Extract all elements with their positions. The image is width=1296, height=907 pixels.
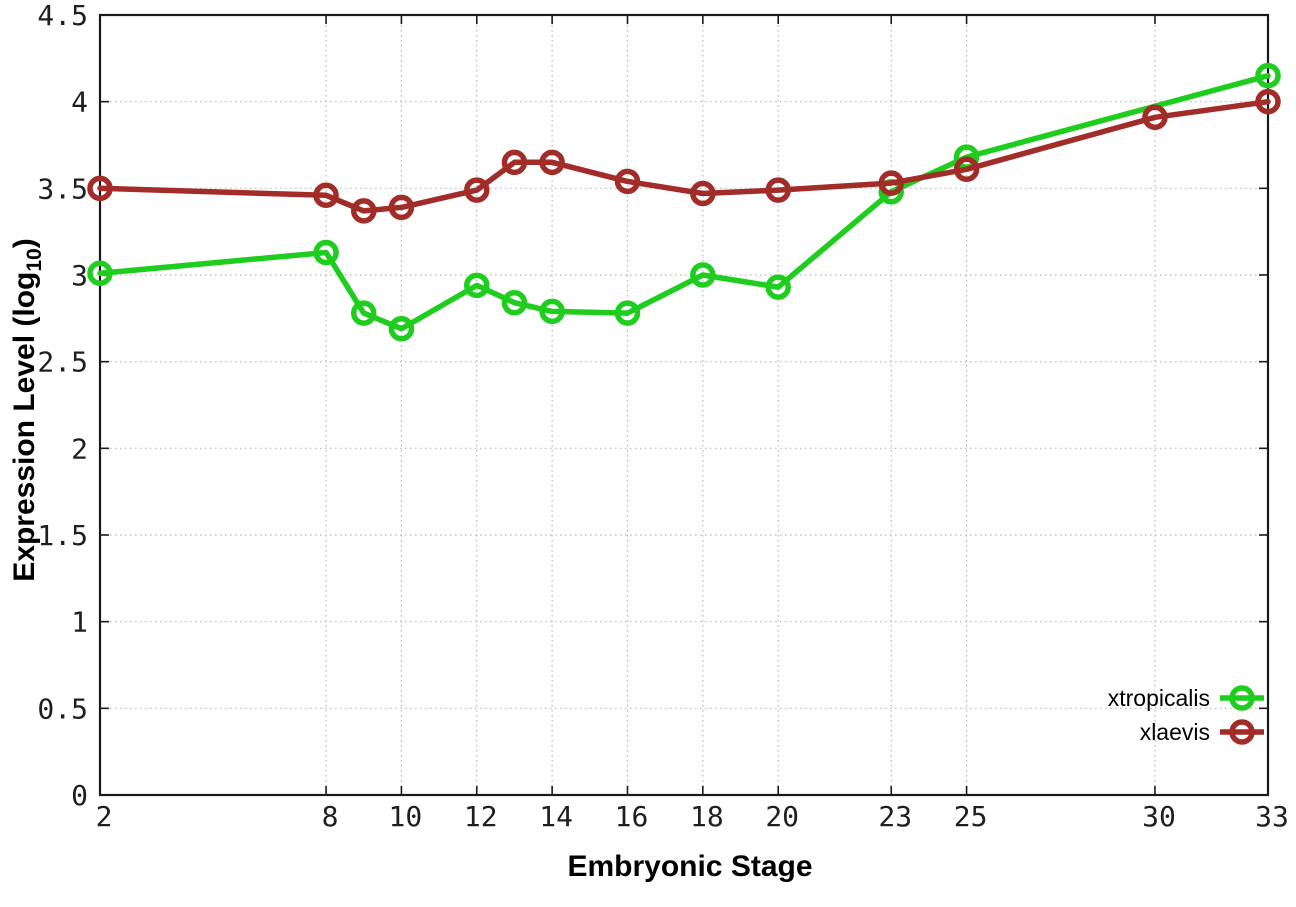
- x-tick-label: 30: [1142, 800, 1176, 833]
- y-axis-label-text: Expression Level (log: [8, 271, 41, 582]
- data-point-marker-xlaevis: [350, 198, 377, 224]
- x-tick-label: 20: [765, 800, 799, 833]
- data-point-marker-xlaevis: [1142, 104, 1168, 131]
- plot-border: [98, 13, 1270, 797]
- data-point-marker-xtropicalis: [539, 298, 565, 325]
- data-point-marker-xlaevis: [614, 168, 641, 195]
- legend-marker-xtropicalis: [1229, 685, 1255, 711]
- data-point-marker-xtropicalis: [87, 260, 113, 287]
- data-point-marker-xlaevis: [765, 177, 791, 203]
- data-point-marker-xlaevis: [1255, 88, 1281, 115]
- data-point-marker-xlaevis: [87, 175, 113, 202]
- x-tick-label: 33: [1255, 800, 1289, 833]
- y-tick-label: 3: [71, 259, 88, 292]
- series-line-xlaevis: [97, 98, 1271, 214]
- x-tick-label: 14: [539, 800, 573, 833]
- data-point-marker-xtropicalis: [464, 272, 490, 299]
- data-point-marker-xtropicalis: [614, 300, 641, 326]
- y-tick-label: 2: [71, 432, 88, 465]
- data-point-marker-xlaevis: [539, 149, 565, 176]
- y-tick-label: 4.5: [37, 0, 88, 32]
- data-point-marker-xtropicalis: [690, 262, 716, 288]
- x-tick-label: 18: [690, 800, 724, 833]
- data-point-marker-xtropicalis: [350, 300, 377, 326]
- y-tick-label: 0.5: [37, 692, 88, 725]
- series-line-xtropicalis: [97, 72, 1271, 332]
- data-point-marker-xlaevis: [464, 177, 490, 203]
- y-tick-label: 1: [71, 606, 88, 639]
- data-point-marker-xlaevis: [690, 180, 716, 207]
- data-point-marker-xtropicalis: [388, 315, 415, 342]
- y-tick-label: 3.5: [37, 172, 88, 205]
- y-tick-label: 0: [71, 779, 88, 812]
- data-point-marker-xlaevis: [313, 182, 339, 209]
- legend-label-xlaevis: xlaevis: [1140, 719, 1210, 745]
- data-point-marker-xlaevis: [953, 156, 980, 183]
- data-point-marker-xlaevis: [388, 194, 415, 221]
- x-tick-label: 2: [96, 800, 113, 833]
- data-point-marker-xtropicalis: [501, 289, 528, 316]
- y-tick-label: 1.5: [37, 519, 88, 552]
- data-point-marker-xtropicalis: [1255, 62, 1281, 89]
- x-tick-label: 12: [464, 800, 498, 833]
- data-point-marker-xlaevis: [878, 170, 904, 196]
- data-point-marker-xtropicalis: [765, 274, 791, 300]
- y-tick-label: 4: [71, 86, 88, 119]
- x-tick-label: 23: [878, 800, 912, 833]
- y-axis-label: Expression Level (log10): [8, 110, 48, 710]
- x-tick-label: 25: [954, 800, 988, 833]
- x-tick-label: 10: [389, 800, 423, 833]
- x-tick-label: 16: [615, 800, 649, 833]
- data-point-marker-xtropicalis: [313, 239, 339, 266]
- x-tick-label: 8: [322, 800, 339, 833]
- y-axis-label-subscript: 10: [23, 248, 46, 272]
- legend-label-xtropicalis: xtropicalis: [1108, 685, 1210, 711]
- x-axis-label: Embryonic Stage: [567, 850, 813, 883]
- data-point-marker-xlaevis: [501, 149, 528, 176]
- y-tick-label: 2.5: [37, 346, 88, 379]
- legend-marker-xlaevis: [1229, 719, 1255, 745]
- y-axis-label-close: ): [8, 238, 41, 249]
